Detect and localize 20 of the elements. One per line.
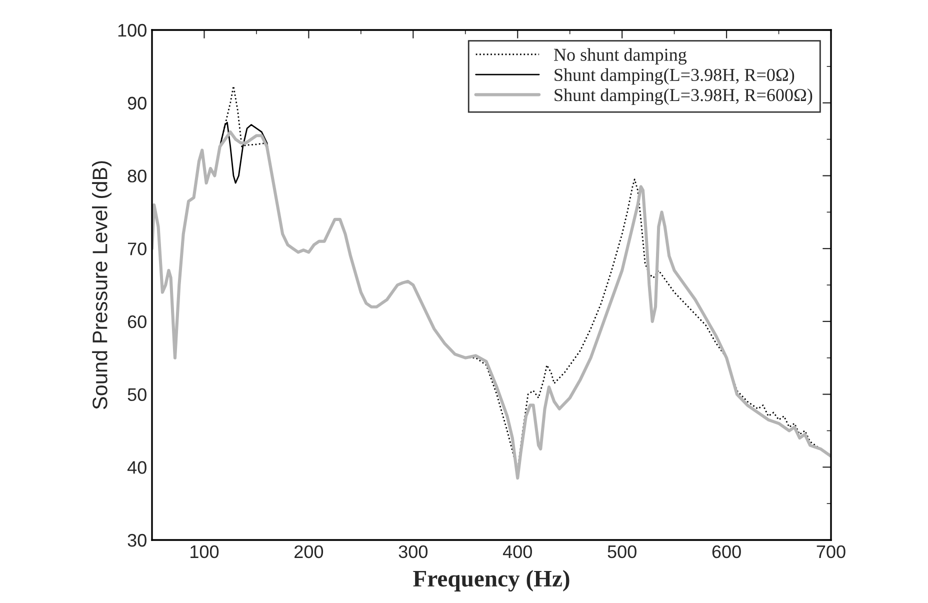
y-axis-title: Sound Pressure Level (dB) — [92, 161, 112, 410]
y-tick-label: 80 — [128, 170, 146, 182]
y-tick-label: 100 — [118, 24, 146, 37]
x-tick-label: 300 — [398, 545, 428, 558]
legend-label: Shunt damping(L=3.98H, R=600Ω) — [554, 88, 812, 105]
x-tick-label: 600 — [712, 545, 741, 558]
y-tick-label: 30 — [128, 534, 146, 547]
y-tick-label: 50 — [128, 388, 146, 402]
x-tick-label: 700 — [816, 545, 846, 558]
y-tick-label: 90 — [128, 96, 146, 110]
legend-label: No shunt damping — [554, 48, 687, 65]
x-axis-title: Frequency (Hz) — [413, 570, 570, 592]
y-tick-label: 60 — [128, 315, 146, 328]
x-tick-label: 100 — [190, 545, 219, 558]
x-tick-label: 400 — [502, 545, 532, 558]
legend-label: Shunt damping(L=3.98H, R=0Ω) — [554, 68, 794, 85]
y-tick-label: 70 — [128, 242, 146, 256]
y-tick-label: 40 — [127, 461, 146, 474]
x-tick-label: 500 — [608, 545, 636, 558]
x-tick-label: 200 — [294, 545, 324, 558]
